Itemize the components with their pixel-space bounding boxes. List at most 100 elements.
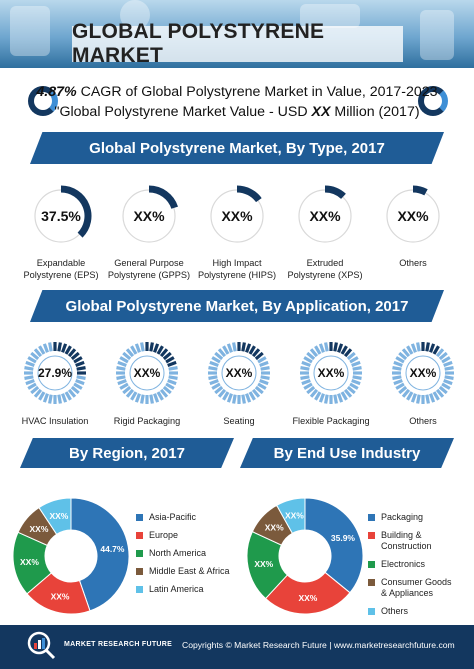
type-label-line2: Polystyrene (XPS)	[287, 270, 363, 280]
legend-label: Electronics	[381, 559, 425, 570]
glass-decoration	[420, 10, 454, 60]
market-value: XX	[311, 104, 331, 120]
legend-label: Latin America	[149, 584, 204, 595]
legend-item: Latin America	[136, 584, 230, 595]
application-gauge-tick	[119, 382, 129, 390]
application-gauge-tick	[333, 394, 338, 404]
type-label-line2: Polystyrene (GPPS)	[107, 270, 191, 280]
header-banner: GLOBAL POLYSTYRENE MARKET	[0, 0, 474, 68]
application-gauge-tick	[149, 394, 154, 404]
application-gauge-tick	[410, 393, 417, 403]
application-gauge-tick	[306, 351, 316, 361]
application-gauge-tick	[401, 388, 411, 398]
legend-item: Middle East & Africa	[136, 566, 230, 577]
application-gauge-tick	[159, 348, 169, 358]
type-label: Others	[368, 257, 458, 269]
application-gauge-tick	[351, 360, 361, 367]
footer-copyright: Copyrights © Market Research Future | ww…	[182, 640, 455, 650]
application-gauge-tick	[75, 379, 85, 386]
type-label-line1: High Impact	[212, 258, 262, 268]
application-gauge-tick	[248, 391, 256, 401]
application-item: XX% Seating	[194, 340, 284, 426]
application-gauge-tick	[38, 391, 46, 401]
ring-chart-icon	[418, 86, 448, 116]
application-value: 27.9%	[37, 366, 73, 380]
by-end-use-title: By End Use Industry	[273, 444, 421, 462]
donut-slice-label: XX%	[254, 559, 273, 569]
legend-item: Consumer Goods & Appliances	[368, 577, 474, 599]
donut-slice-label: XX%	[51, 592, 70, 602]
legend-item: Electronics	[368, 559, 474, 570]
legend-label-line1: Packaging	[381, 512, 424, 522]
mrf-logo-icon	[27, 631, 56, 660]
application-gauge-tick	[441, 382, 451, 390]
legend-item: Packaging	[368, 512, 474, 523]
application-gauge-tick	[73, 356, 83, 364]
application-value: XX%	[225, 366, 253, 380]
application-item: XX% Flexible Packaging	[286, 340, 376, 426]
application-gauge-tick	[222, 345, 230, 355]
application-gauge-tick	[343, 348, 353, 358]
application-gauge-tick	[392, 375, 402, 380]
type-value: 37.5%	[41, 208, 81, 224]
application-gauge: XX%	[390, 340, 456, 406]
application-gauge-tick	[116, 375, 126, 380]
application-gauge-tick	[432, 345, 440, 355]
by-application-banner: Global Polystyrene Market, By Applicatio…	[30, 290, 444, 322]
application-gauge-ring	[116, 342, 178, 404]
donut-slice	[276, 497, 306, 534]
donut-slice	[38, 497, 72, 536]
application-gauge-tick	[410, 343, 417, 353]
application-gauge-tick	[309, 348, 319, 358]
application-gauge-tick	[73, 382, 83, 390]
application-gauge-ring	[24, 342, 86, 404]
market-value-prefix: "Global Polystyrene Market Value - USD	[54, 104, 312, 120]
application-gauge-tick	[162, 385, 172, 395]
application-gauge-tick	[167, 379, 177, 386]
application-gauge-tick	[241, 394, 246, 404]
legend-label-line1: Others	[381, 606, 409, 616]
application-gauge-tick	[70, 351, 80, 361]
application-gauge-tick	[444, 366, 454, 371]
type-label-line2: Polystyrene (EPS)	[23, 270, 99, 280]
legend-label: North America	[149, 548, 206, 559]
application-label: Others	[409, 416, 437, 426]
application-gauge-tick	[42, 393, 49, 403]
legend-item: Others	[368, 606, 474, 617]
type-item: XX% Others	[368, 185, 458, 269]
type-gauge-arc	[412, 185, 428, 196]
application-gauge-tick	[438, 385, 448, 395]
donut-slice-label: 35.9%	[331, 533, 356, 543]
application-gauge-tick	[149, 342, 154, 352]
application-gauge-tick	[76, 375, 86, 380]
application-gauge-tick	[25, 360, 35, 367]
donut-slice-label: XX%	[49, 511, 68, 521]
region-donut-chart: 44.7%XX%XX%XX%XX%	[12, 497, 130, 615]
footer-brand: MARKET RESEARCH FUTURE	[64, 641, 173, 648]
application-gauge-tick	[67, 348, 77, 358]
application-gauge-tick	[214, 351, 224, 361]
application-gauge-tick	[168, 375, 178, 380]
application-gauge-tick	[416, 342, 421, 352]
application-gauge-tick	[42, 343, 49, 353]
application-gauge-tick	[257, 356, 267, 364]
donut-slice-label: XX%	[265, 522, 284, 532]
application-gauge-tick	[209, 360, 219, 367]
type-gauge: 37.5%	[30, 185, 92, 247]
application-value: XX%	[317, 366, 345, 380]
page-title: GLOBAL POLYSTYRENE MARKET	[72, 20, 325, 67]
legend-item: North America	[136, 548, 230, 559]
application-gauge-tick	[393, 360, 403, 367]
application-gauge-tick	[324, 394, 329, 404]
application-gauge-tick	[392, 366, 402, 371]
type-item: XX% General Purpose Polystyrene (GPPS)	[104, 185, 194, 281]
application-gauge-tick	[125, 388, 135, 398]
application-label: Seating	[223, 416, 255, 426]
cagr-text: CAGR of Global Polystyrene Market in Val…	[76, 84, 438, 100]
application-item: XX% Others	[378, 340, 468, 426]
application-gauge-tick	[301, 379, 311, 386]
type-label: General Purpose Polystyrene (GPPS)	[104, 257, 194, 281]
application-gauge-tick	[259, 360, 269, 367]
donut-slice-label: 44.7%	[100, 544, 125, 554]
type-value: XX%	[221, 208, 253, 224]
